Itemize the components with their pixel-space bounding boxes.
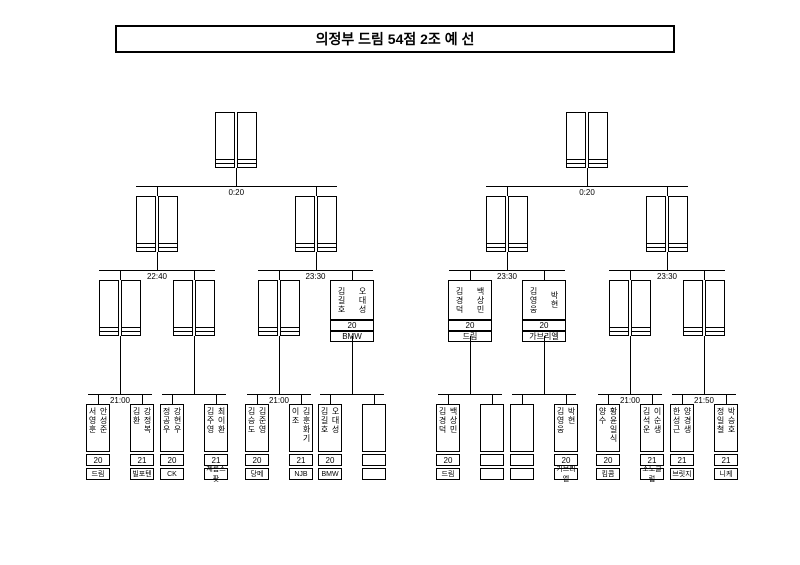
leaf-score: 21: [289, 454, 313, 466]
leaf-names: 이조김훈화기: [289, 404, 313, 452]
leaf-team: 드림: [86, 468, 110, 480]
leaf-team: 브릿지: [670, 468, 694, 480]
leaf-names: 정일철박승호: [714, 404, 738, 452]
leaf-team: 당메: [245, 468, 269, 480]
score: 20: [522, 320, 566, 331]
leaf-names: [480, 404, 504, 452]
leaf-names: 양수황윤일식: [596, 404, 620, 452]
advancing-names: 김경덕백상민: [448, 280, 492, 320]
leaf-score: 21: [670, 454, 694, 466]
leaf-score: 21: [130, 454, 154, 466]
leaf-names: 김승도김준영: [245, 404, 269, 452]
score: 20: [330, 320, 374, 331]
leaf-score: 20: [436, 454, 460, 466]
leaf-team: 가브리엘: [554, 468, 578, 480]
leaf-score: 20: [86, 454, 110, 466]
leaf-names: 김석운이순생: [640, 404, 664, 452]
leaf-names: 김영웅박현: [554, 404, 578, 452]
leaf-team: 제롬스팟: [204, 468, 228, 480]
leaf-score: 21: [714, 454, 738, 466]
leaf-score: 20: [245, 454, 269, 466]
leaf-team: 니케: [714, 468, 738, 480]
match-time: 23:30: [487, 272, 527, 282]
leaf-names: 김주영최이환: [204, 404, 228, 452]
match-time: 0:20: [567, 188, 607, 198]
leaf-team: [510, 468, 534, 480]
advancing-names: 김영웅박현: [522, 280, 566, 320]
match-time: 22:40: [137, 272, 177, 282]
leaf-team: NJB: [289, 468, 313, 480]
leaf-team: [480, 468, 504, 480]
leaf-names: 김길호오대성: [318, 404, 342, 452]
leaf-team: BMW: [318, 468, 342, 480]
leaf-team: 킴콤: [596, 468, 620, 480]
leaf-score: 20: [160, 454, 184, 466]
leaf-names: 정공우강현우: [160, 404, 184, 452]
leaf-names: 김경덕백상민: [436, 404, 460, 452]
score: 20: [448, 320, 492, 331]
page-title: 의정부 드림 54점 2조 예 선: [115, 25, 675, 53]
leaf-team: [362, 468, 386, 480]
leaf-names: 김환강정복: [130, 404, 154, 452]
leaf-score: [480, 454, 504, 466]
leaf-team: 빌포텐: [130, 468, 154, 480]
leaf-team: 드림: [436, 468, 460, 480]
match-time: 0:20: [216, 188, 256, 198]
match-time: 23:30: [647, 272, 687, 282]
leaf-score: 20: [596, 454, 620, 466]
leaf-team: CK: [160, 468, 184, 480]
leaf-names: [362, 404, 386, 452]
leaf-score: 20: [318, 454, 342, 466]
leaf-score: [510, 454, 534, 466]
leaf-names: 한성근양경생: [670, 404, 694, 452]
advancing-names: 김길호오대성: [330, 280, 374, 320]
leaf-names: [510, 404, 534, 452]
leaf-score: [362, 454, 386, 466]
leaf-names: 서영훈안성준: [86, 404, 110, 452]
leaf-team: 소노클럽: [640, 468, 664, 480]
